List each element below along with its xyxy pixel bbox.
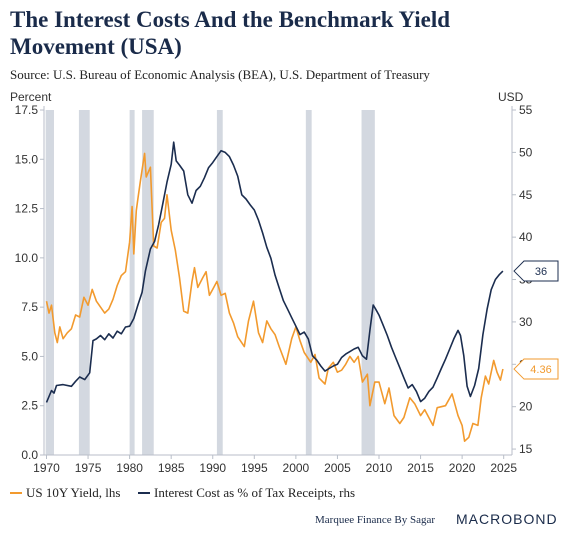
left-tick-label: 0.0: [21, 448, 38, 462]
right-tick-label: 55: [519, 103, 533, 117]
left-axis-unit: Percent: [10, 90, 52, 104]
x-tick-label: 2020: [449, 461, 476, 475]
x-tick-label: 1970: [33, 461, 60, 475]
x-tick-label: 1980: [116, 461, 143, 475]
series-line-interest-cost: [45, 141, 504, 403]
right-tick-label: 40: [519, 230, 533, 244]
left-tick-label: 5.0: [21, 349, 38, 363]
end-label-interest-box: [513, 260, 559, 282]
right-axis-unit: USD: [498, 90, 524, 104]
left-tick-label: 15.0: [15, 152, 39, 166]
recession-band: [129, 110, 135, 455]
x-tick-label: 2005: [324, 461, 351, 475]
left-tick-label: 12.5: [15, 202, 39, 216]
right-tick-label: 15: [519, 442, 533, 456]
end-label-yield-box: [513, 358, 559, 380]
left-tick-label: 7.5: [21, 300, 38, 314]
right-tick-label: 30: [519, 315, 533, 329]
footer-note: Marquee Finance By Sagar: [315, 514, 436, 526]
legend-label-interest: Interest Cost as % of Tax Receipts, rhs: [154, 485, 355, 500]
macrobond-logo: MACROBOND: [456, 511, 558, 527]
x-tick-label: 2015: [407, 461, 434, 475]
x-tick-label: 1985: [158, 461, 185, 475]
left-tick-label: 10.0: [15, 251, 39, 265]
chart-title: The Interest Costs And the Benchmark Yie…: [10, 7, 450, 59]
right-tick-label: 20: [519, 400, 533, 414]
x-tick-label: 1990: [199, 461, 226, 475]
x-tick-label: 1995: [241, 461, 268, 475]
legend-label-yield: US 10Y Yield, lhs: [26, 485, 120, 500]
recession-band: [78, 110, 90, 455]
recession-band: [142, 110, 154, 455]
recession-band: [45, 110, 54, 455]
recession-band: [361, 110, 375, 455]
end-label-interest: 36: [535, 266, 547, 278]
right-tick-label: 45: [519, 188, 533, 202]
recession-band: [305, 110, 312, 455]
right-tick-label: 50: [519, 145, 533, 159]
x-tick-label: 2025: [490, 461, 517, 475]
x-tick-label: 2010: [366, 461, 393, 475]
end-label-yield: 4.36: [530, 364, 551, 376]
x-tick-label: 2000: [283, 461, 310, 475]
chart-source: Source: U.S. Bureau of Economic Analysis…: [10, 67, 430, 82]
left-tick-label: 2.5: [21, 399, 38, 413]
series-line-us-10y-yield: [45, 152, 504, 442]
x-tick-label: 1975: [75, 461, 102, 475]
left-tick-label: 17.5: [15, 103, 39, 117]
recession-band: [216, 110, 223, 455]
